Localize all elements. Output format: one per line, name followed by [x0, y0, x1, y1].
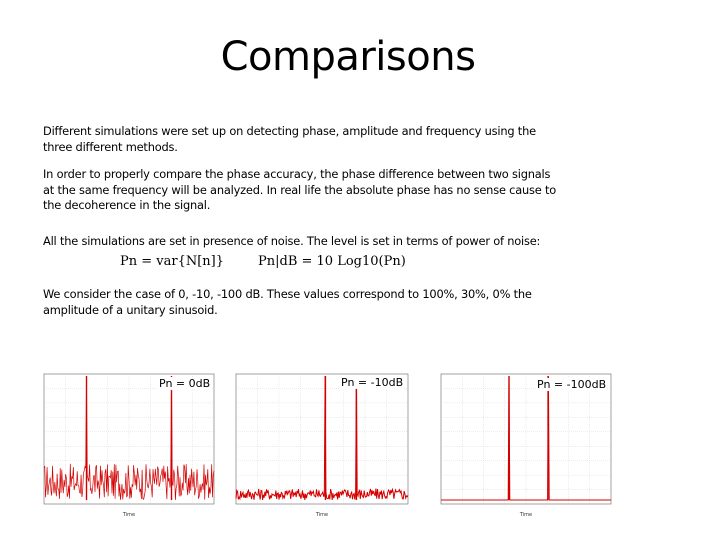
paragraph-phase-accuracy: In order to properly compare the phase a… — [43, 167, 583, 214]
spectrum-plot-minus100db: Time — [427, 368, 617, 518]
spectrum-trace — [43, 375, 215, 500]
spectrum-trace — [441, 375, 611, 501]
spectrum-plot-0db: Time — [30, 368, 220, 518]
plot-label-minus100db: Pn = -100dB — [536, 378, 608, 391]
plot-label-0db: Pn = 0dB — [158, 377, 212, 390]
text-line: three different methods. — [43, 139, 178, 154]
spectrum-trace — [235, 375, 409, 501]
slide-title: Comparisons — [220, 34, 476, 80]
plot-label-minus10db: Pn = -10dB — [340, 376, 405, 389]
text-line: at the same frequency will be analyzed. … — [43, 182, 557, 197]
text-line: In order to properly compare the phase a… — [43, 167, 551, 181]
text-line: Different simulations were set up on det… — [43, 124, 536, 138]
paragraph-noise: All the simulations are set in presence … — [43, 234, 583, 250]
plot-minus100db-svg: Time — [440, 373, 612, 518]
formula-noise-power-db: Pn|dB = 10 Log10(Pn) — [258, 254, 406, 269]
text-line: the decoherence in the signal. — [43, 198, 211, 212]
plot-x-label: Time — [519, 512, 532, 518]
spectrum-plot-minus10db: Time — [222, 368, 414, 518]
plot-minus10db-svg: Time — [235, 373, 409, 518]
text-line: We consider the case of 0, -10, -100 dB.… — [43, 287, 532, 301]
text-line: amplitude of a unitary sinusoid. — [43, 302, 218, 317]
plot-0db-svg: Time — [43, 373, 215, 518]
plot-x-label: Time — [122, 512, 135, 518]
paragraph-simulations: Different simulations were set up on det… — [43, 124, 583, 155]
plot-x-label: Time — [315, 512, 328, 518]
text-line: All the simulations are set in presence … — [43, 234, 541, 248]
formula-noise-power: Pn = var{N[n]} — [120, 254, 225, 269]
paragraph-cases: We consider the case of 0, -10, -100 dB.… — [43, 287, 583, 318]
